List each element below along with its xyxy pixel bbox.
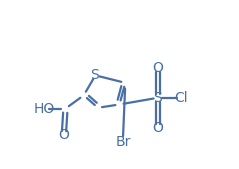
Text: O: O — [152, 61, 163, 75]
Text: O: O — [152, 121, 163, 135]
Text: Br: Br — [115, 135, 130, 149]
Text: S: S — [91, 68, 99, 82]
Text: O: O — [58, 128, 69, 142]
Text: HO: HO — [34, 102, 55, 116]
Text: Cl: Cl — [174, 91, 188, 105]
Text: S: S — [153, 91, 162, 105]
